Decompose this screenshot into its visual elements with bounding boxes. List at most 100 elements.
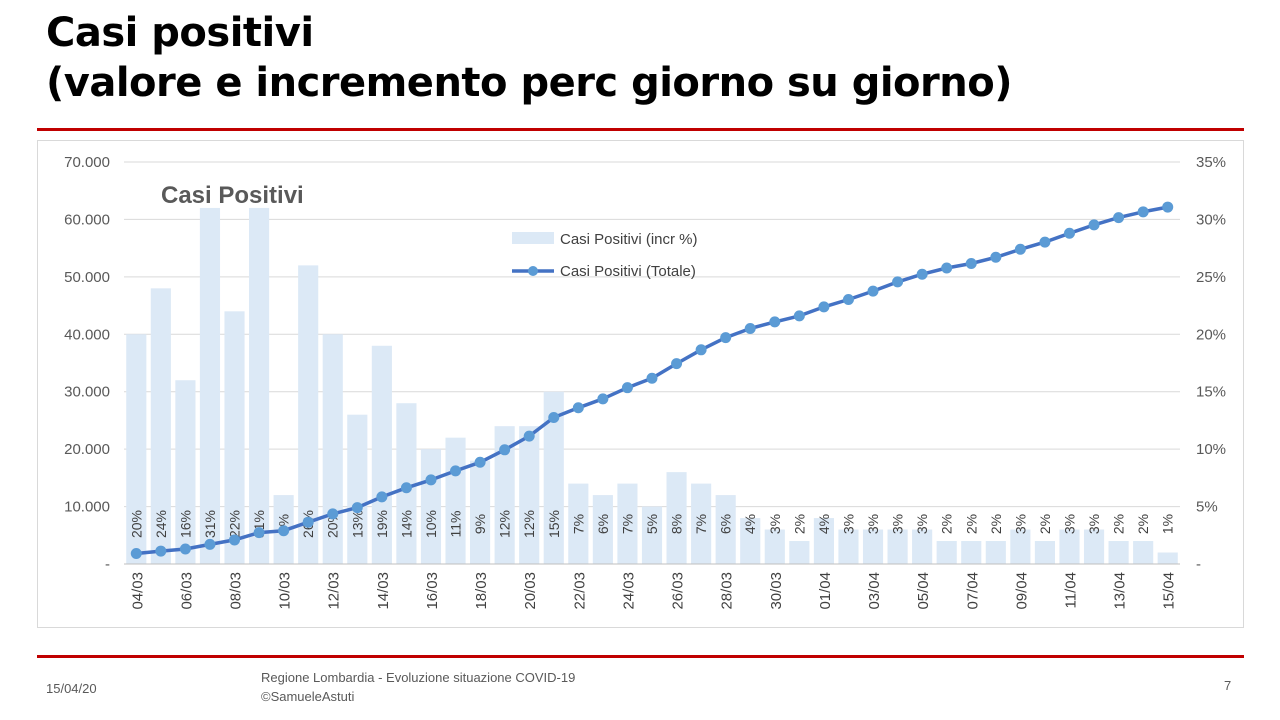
bar-data-label: 3% (767, 514, 783, 534)
bar (985, 541, 1006, 564)
x-axis-tick-label: 16/03 (424, 572, 441, 610)
footer-source-line1: Regione Lombardia - Evoluzione situazion… (261, 670, 576, 685)
bar (298, 265, 319, 564)
left-axis-tick-label: 10.000 (64, 499, 110, 516)
line-point (769, 316, 781, 328)
x-axis-tick-label: 15/04 (1161, 572, 1178, 610)
x-axis-tick-label: 24/03 (620, 572, 637, 610)
line-point (425, 474, 437, 486)
line-point (179, 543, 191, 555)
right-axis-tick-label: 20% (1196, 326, 1226, 343)
right-axis-tick-label: 30% (1196, 211, 1226, 228)
bar-data-label: 19% (374, 510, 390, 538)
bar (838, 529, 859, 564)
x-axis-tick-label: 08/03 (228, 572, 245, 610)
footer-source: Regione Lombardia - Evoluzione situazion… (261, 668, 575, 706)
bar (347, 414, 368, 564)
line-point (327, 508, 339, 520)
x-axis-tick-label: 04/03 (129, 572, 146, 610)
bar-data-label: 2% (1111, 514, 1127, 534)
bar-data-label: 7% (619, 514, 635, 534)
bar (813, 518, 834, 564)
x-axis-tick-label: 13/04 (1112, 572, 1129, 610)
line-point (1137, 206, 1149, 218)
bar-data-label: 31% (202, 510, 218, 538)
bar-data-label: 2% (963, 514, 979, 534)
bar (740, 518, 761, 564)
bar-data-label: 3% (1086, 514, 1102, 534)
left-axis-tick-label: 20.000 (64, 441, 110, 458)
bar-data-label: 13% (349, 510, 365, 538)
x-axis-tick-label: 26/03 (670, 572, 687, 610)
bar-data-label: 3% (865, 514, 881, 534)
bar-data-label: 4% (742, 514, 758, 534)
line-point (351, 502, 363, 514)
line-point (1162, 201, 1174, 213)
line-point (744, 323, 756, 335)
line-point (695, 344, 707, 356)
left-axis-tick-label: 30.000 (64, 384, 110, 401)
line-point (1088, 219, 1100, 231)
line-point (965, 258, 977, 270)
line-point (1113, 212, 1125, 224)
line-point (302, 516, 314, 528)
bar (420, 449, 442, 564)
x-axis-tick-label: 06/03 (178, 572, 195, 610)
line-point (229, 534, 241, 546)
bar (519, 426, 540, 564)
bar (936, 541, 957, 564)
x-axis-tick-label: 18/03 (473, 572, 490, 610)
bar-data-label: 3% (1012, 514, 1028, 534)
bar (371, 345, 392, 564)
line-point (671, 358, 683, 370)
bar-data-label: 2% (988, 514, 1004, 534)
bar (1108, 541, 1129, 564)
bar (494, 426, 515, 564)
right-axis-tick-label: 25% (1196, 269, 1226, 286)
line-point (720, 332, 732, 344)
bar-data-label: 1% (1160, 514, 1176, 534)
bar (175, 380, 196, 564)
page-number: 7 (1224, 678, 1232, 693)
right-axis-tick-label: - (1196, 556, 1201, 573)
bar-data-label: 5% (644, 514, 660, 534)
bar (641, 506, 663, 564)
right-axis-tick-label: 10% (1196, 441, 1226, 458)
bar-data-label: 10% (423, 510, 439, 538)
legend-label-bars: Casi Positivi (incr %) (560, 231, 698, 248)
bar-data-label: 12% (497, 510, 513, 538)
bar-data-label: 15% (546, 510, 562, 538)
line-point (941, 262, 953, 274)
line-point (1039, 236, 1051, 248)
chart-area: - - 10.000 5% 20.000 10% 30.000 15% 40.000 20% 50.… (37, 140, 1244, 628)
left-axis-tick-label: - (105, 556, 110, 573)
bar-data-label: 3% (1061, 514, 1077, 534)
bar-data-label: 24% (153, 510, 169, 538)
x-axis-tick-label: 14/03 (375, 572, 392, 610)
bar (592, 495, 613, 564)
bar (715, 495, 736, 564)
bar (249, 207, 270, 564)
bar (1157, 552, 1178, 564)
bar-data-label: 3% (890, 514, 906, 534)
bar-data-label: 11% (448, 511, 464, 538)
bar-data-label: 14% (398, 510, 414, 538)
slide-title: Casi positivi (valore e incremento perc … (46, 8, 1013, 108)
line-point (400, 482, 412, 494)
bar (961, 541, 982, 564)
line-point (842, 293, 854, 305)
line-point (548, 411, 560, 423)
x-axis-tick-label: 01/04 (817, 572, 834, 610)
bar (445, 437, 466, 564)
bar (1083, 529, 1105, 564)
bar-data-label: 4% (816, 514, 832, 534)
x-axis-tick-label: 30/03 (768, 572, 785, 610)
line-point (892, 276, 904, 288)
line-point (523, 430, 535, 442)
x-axis-tick-label: 03/04 (866, 572, 883, 610)
footer-date: 15/04/20 (46, 681, 97, 696)
bar-data-label: 3% (914, 514, 930, 534)
x-axis-tick-label: 20/03 (522, 572, 539, 610)
slide-title-line2: (valore e incremento perc giorno su gior… (46, 60, 1013, 106)
bar (126, 334, 147, 564)
